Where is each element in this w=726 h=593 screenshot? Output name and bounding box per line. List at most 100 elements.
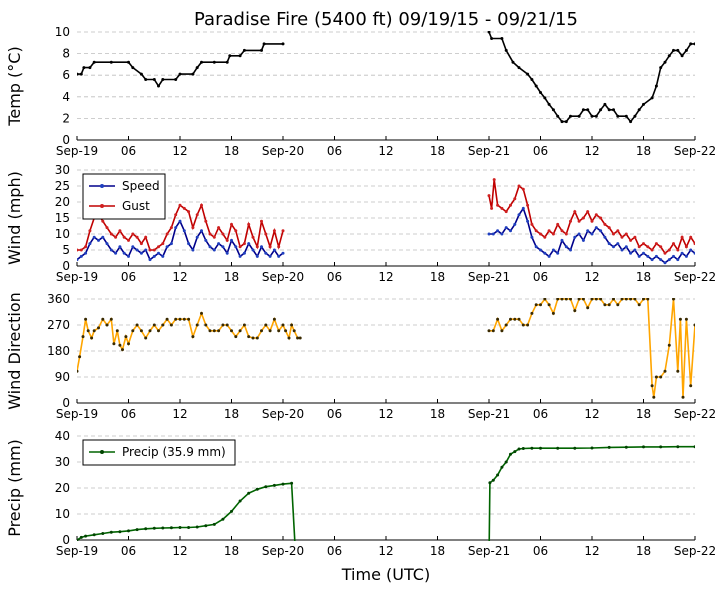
data-point [77,248,79,252]
data-point [178,526,182,529]
y-tick-label: 25 [55,179,70,193]
x-tick-label: 18 [224,407,239,421]
data-point [131,329,135,333]
data-point [161,254,165,258]
data-point [511,60,515,64]
y-tick-label: 10 [55,25,70,39]
data-point [530,78,534,81]
x-tick-label: 18 [224,544,239,558]
data-point [543,251,547,255]
data-point [624,245,628,249]
data-point [174,213,178,217]
data-point [221,245,225,249]
data-point [534,229,538,233]
data-point [178,219,182,223]
x-tick-label: 18 [636,144,651,158]
data-point [681,395,685,399]
data-point [287,336,291,340]
data-point [624,298,628,301]
data-point [79,72,83,76]
data-point [581,216,585,220]
data-point [200,203,203,207]
series-line-precip-0 [77,482,296,541]
data-point [152,254,156,258]
data-point [551,311,555,315]
data-point [92,235,96,239]
data-point [114,235,118,239]
data-point [230,222,233,226]
data-point [676,48,680,52]
data-point [629,238,633,242]
x-tick-label: 12 [378,270,393,284]
data-point [551,248,555,252]
data-point [169,323,173,327]
y-tick-label: 180 [47,344,70,358]
data-point [607,242,611,246]
data-point [659,445,663,449]
data-point [654,375,658,379]
data-point [221,232,225,236]
data-point [298,336,302,340]
data-point [264,232,268,236]
data-point [204,238,208,242]
data-point [105,242,109,246]
data-point [577,114,581,118]
data-point [500,329,504,333]
y-tick-label: 30 [55,163,70,177]
data-point [182,229,186,233]
data-point [148,258,152,262]
data-point [101,317,105,321]
data-point [124,335,128,339]
data-point [684,317,688,321]
data-point [624,232,628,236]
x-tick-label: 06 [533,407,548,421]
data-point [711,255,714,258]
data-point [684,245,688,249]
data-point [496,229,500,233]
data-point [521,447,525,450]
data-point [607,303,611,307]
data-point [693,323,695,327]
data-point [650,248,654,252]
data-point [262,42,266,46]
data-point [88,229,92,233]
data-point [646,245,650,249]
data-point [633,248,637,252]
data-point [174,317,178,321]
x-tick-label: 06 [533,144,548,158]
data-point [135,248,139,252]
data-point [534,84,538,88]
data-point [144,78,148,81]
x-tick-label: 12 [172,270,187,284]
data-point [702,252,705,255]
y-tick-label: 10 [55,227,70,241]
data-point [92,60,96,64]
data-point [633,298,637,301]
data-point [667,258,671,262]
data-point [684,48,688,52]
data-point [487,329,491,333]
data-point [84,245,88,249]
data-point [612,245,615,249]
data-point [127,254,130,258]
y-axis-label: Wind Direction [5,292,24,410]
data-point [191,72,195,76]
data-point [127,60,130,64]
data-point [272,317,276,321]
data-point [247,222,251,226]
data-point [706,255,709,258]
data-point [564,120,568,124]
data-point [599,229,603,233]
data-point [698,370,701,373]
data-point [251,336,255,340]
data-point [178,203,182,207]
data-point [109,317,113,321]
data-point [200,311,203,315]
panel-dir: 0 90 180 270 360 Sep-19 06 12 18 Sep-20 06 12 18 Sep-… [5,292,716,421]
data-point [624,445,628,449]
data-point [676,248,680,252]
data-point [490,37,494,40]
data-point [659,375,663,379]
data-point [281,482,285,486]
data-point [642,102,645,106]
